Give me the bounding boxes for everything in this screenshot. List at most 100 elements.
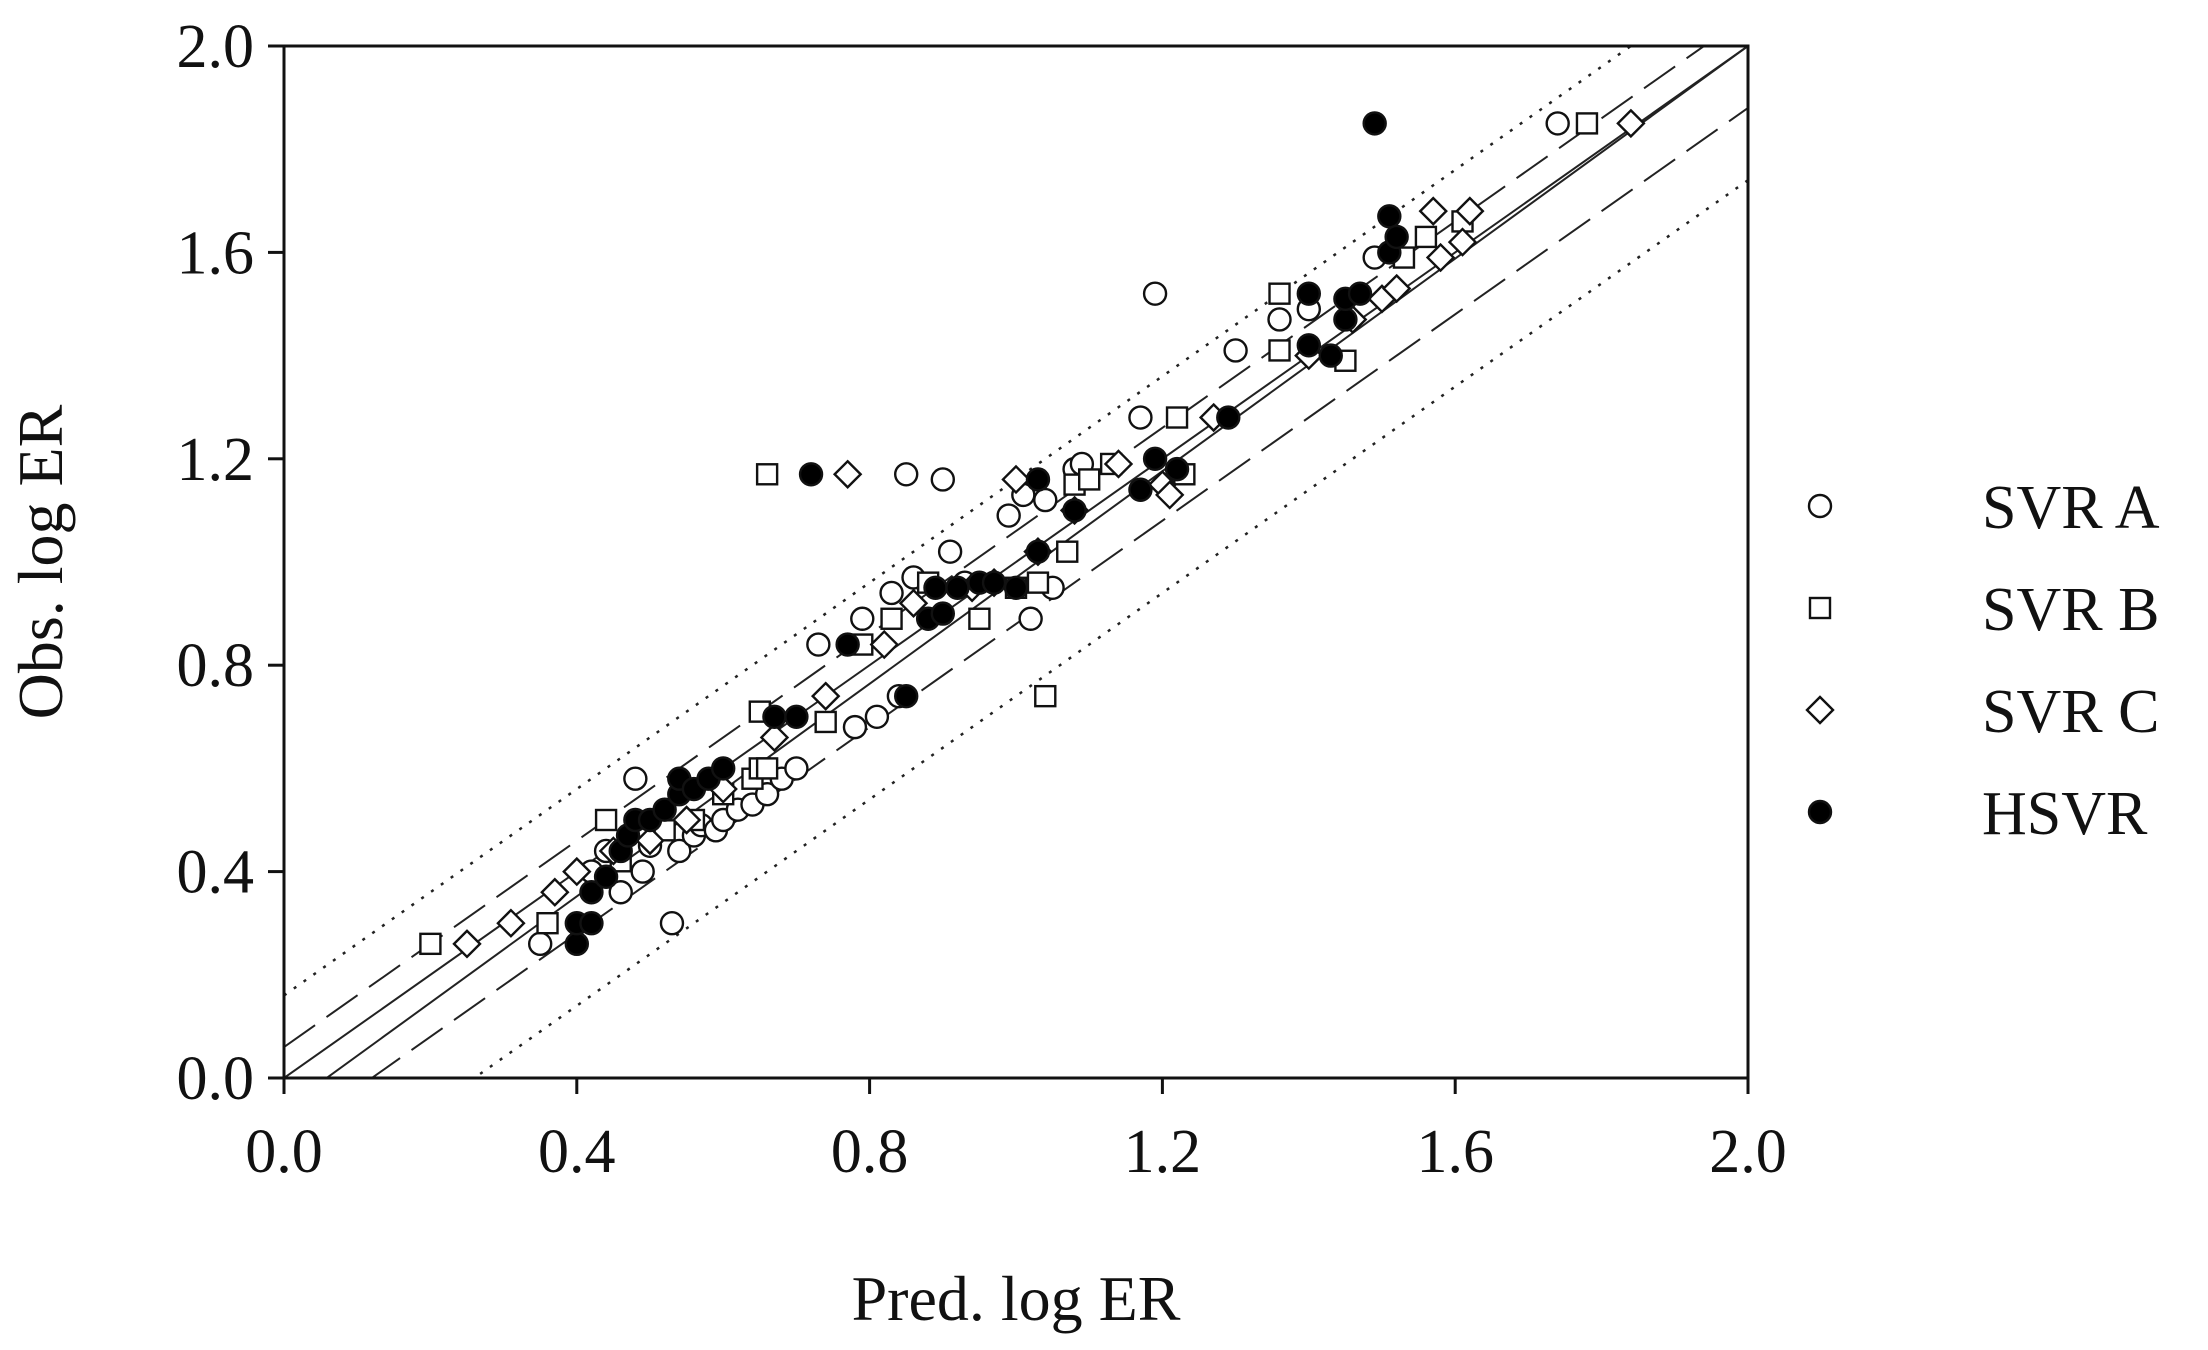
y-tick-label: 1.2	[177, 426, 255, 494]
data-point	[755, 463, 779, 486]
reference-line-dotted	[472, 179, 1748, 1078]
data-point	[755, 757, 779, 780]
data-point	[850, 606, 875, 631]
data-point	[652, 797, 677, 822]
data-point	[1296, 333, 1322, 358]
reference-lines	[284, 46, 1748, 1078]
x-tick-label: 0.0	[245, 1118, 323, 1186]
y-axis: 0.0 0.4 0.8 1.2 1.6 2.0	[177, 13, 284, 1113]
data-point	[1381, 273, 1412, 304]
plot-frame	[282, 44, 1750, 1080]
y-tick-label: 1.6	[177, 219, 255, 287]
data-point	[762, 704, 787, 729]
x-axis-title: Pred. log ER	[852, 1263, 1181, 1334]
data-point	[1142, 446, 1168, 471]
data-point	[842, 714, 868, 740]
data-point	[1575, 112, 1599, 135]
data-point	[864, 704, 890, 729]
data-point	[1025, 539, 1051, 564]
legend-label: SVR B	[1982, 576, 2159, 644]
data-point	[593, 864, 619, 889]
data-point	[1267, 307, 1292, 332]
data-point	[1062, 498, 1087, 523]
data-point	[1128, 477, 1153, 502]
data-points	[419, 108, 1646, 959]
data-point	[564, 931, 589, 957]
data-point	[930, 601, 955, 626]
legend-marker	[1808, 596, 1832, 620]
data-point	[608, 880, 633, 905]
data-point	[594, 808, 618, 832]
data-point	[1003, 575, 1029, 600]
legend-marker	[1807, 493, 1833, 519]
data-point	[784, 704, 809, 729]
y-axis-title: Obs. log ER	[5, 404, 76, 719]
data-point	[930, 467, 955, 492]
data-point	[1026, 571, 1050, 594]
data-point	[879, 580, 904, 606]
legend: SVR A SVR B SVR C HSVR	[1805, 474, 2160, 848]
reference-line-solid	[284, 46, 1748, 1078]
data-point	[1142, 281, 1168, 306]
data-point	[659, 911, 685, 936]
y-tick-label: 0.8	[177, 632, 255, 700]
data-point	[832, 459, 863, 489]
data-point	[1268, 282, 1291, 305]
data-point	[528, 931, 553, 957]
data-point	[894, 462, 919, 487]
data-point	[667, 838, 692, 864]
x-tick-label: 0.8	[831, 1118, 909, 1186]
data-point	[671, 805, 702, 835]
data-point	[869, 629, 899, 660]
data-point	[759, 722, 790, 753]
data-point	[1545, 111, 1570, 136]
data-point	[806, 632, 831, 657]
data-point	[1164, 456, 1190, 482]
data-point	[419, 932, 442, 956]
x-tick-label: 1.2	[1124, 1118, 1202, 1186]
data-point	[1103, 449, 1134, 479]
data-point	[1384, 224, 1409, 250]
data-point	[630, 859, 655, 884]
data-point	[579, 880, 604, 905]
series-svr-a	[528, 111, 1570, 957]
data-point	[814, 710, 837, 734]
data-point	[835, 632, 860, 657]
data-point	[1001, 464, 1031, 495]
series-svr-b	[419, 112, 1599, 956]
data-point	[981, 570, 1007, 595]
data-point	[923, 575, 948, 600]
data-point	[540, 877, 570, 907]
series-hsvr	[564, 111, 1409, 957]
data-point	[1425, 242, 1456, 273]
data-point	[1018, 606, 1043, 631]
x-tick-label: 1.6	[1416, 1118, 1494, 1186]
data-point	[579, 911, 604, 936]
data-point	[496, 908, 526, 938]
data-point	[1318, 343, 1343, 368]
data-point	[635, 825, 665, 856]
data-point	[1155, 480, 1185, 510]
data-point	[1333, 307, 1358, 332]
data-point	[798, 462, 824, 487]
data-point	[1033, 487, 1058, 513]
data-point	[1418, 196, 1448, 226]
data-point	[536, 912, 559, 935]
data-point	[1025, 467, 1051, 492]
legend-label: SVR A	[1982, 474, 2160, 542]
y-tick-label: 2.0	[177, 13, 255, 81]
data-point	[1447, 227, 1478, 257]
reference-line-dashed	[370, 107, 1748, 1078]
data-point	[1056, 540, 1079, 563]
data-point	[810, 681, 841, 711]
data-point	[1077, 468, 1101, 491]
data-point	[880, 607, 903, 630]
data-point	[452, 929, 482, 959]
data-point	[996, 503, 1021, 528]
data-point	[1455, 196, 1485, 226]
data-point	[1034, 684, 1057, 708]
data-point	[1165, 406, 1189, 429]
data-point	[937, 539, 963, 564]
legend-label: SVR C	[1982, 678, 2159, 746]
